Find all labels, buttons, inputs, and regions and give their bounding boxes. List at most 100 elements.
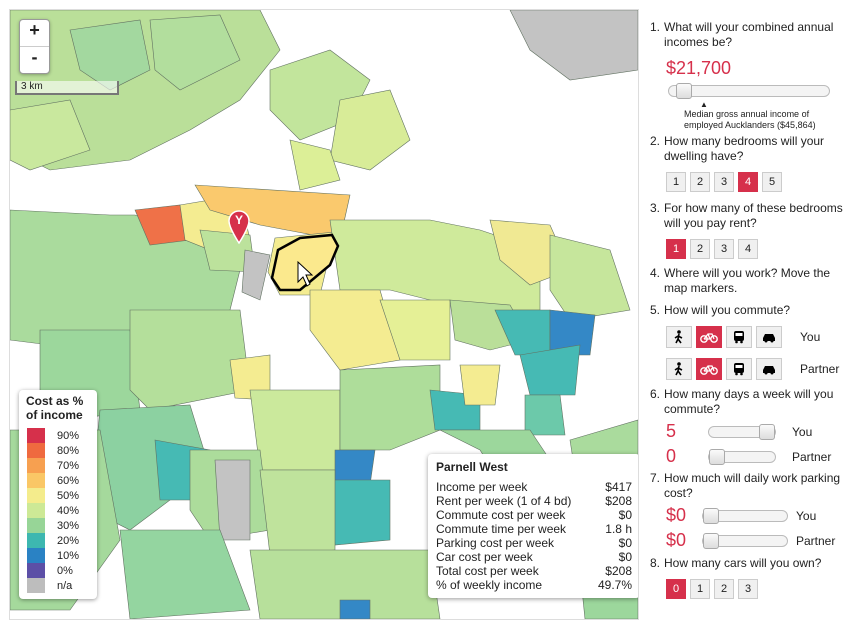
legend-swatch (27, 548, 45, 563)
legend-item: n/a (19, 578, 97, 593)
legend-item: 0% (19, 563, 97, 578)
tooltip-row-label: Total cost per week (436, 564, 539, 578)
parking-you-slider[interactable] (702, 507, 788, 524)
legend-item: 40% (19, 503, 97, 518)
parking-you-handle[interactable] (703, 507, 719, 524)
tooltip-row-label: Commute cost per week (436, 508, 566, 522)
map-region (149, 14, 241, 91)
commute-mode-you (666, 326, 782, 348)
legend-swatch (27, 488, 45, 503)
q1-text: What will your combined annual incomes b… (664, 20, 834, 49)
days-you-slider[interactable] (708, 423, 776, 440)
bedrooms-option-4[interactable]: 4 (738, 172, 758, 192)
days-you-handle[interactable] (759, 423, 775, 440)
parking-partner-handle[interactable] (703, 532, 719, 549)
cars-option-2[interactable]: 2 (714, 579, 734, 599)
income-value: $21,700 (666, 58, 732, 78)
rent-rooms-option-1[interactable]: 1 (666, 239, 686, 259)
scale-bar: 3 km (15, 81, 119, 95)
tooltip-row: Commute cost per week $0 (436, 508, 632, 522)
bus-icon[interactable] (726, 358, 752, 380)
legend-swatch (27, 503, 45, 518)
zoom-in-button[interactable]: + (29, 20, 40, 40)
map[interactable]: Y + - 3 km Cost as % of income 90% 80% 70%… (9, 9, 639, 620)
map-region (379, 299, 451, 361)
bedrooms-option-2[interactable]: 2 (690, 172, 710, 192)
tooltip-row: Income per week $417 (436, 480, 632, 494)
work-marker[interactable]: Y (228, 210, 250, 244)
rent-rooms-option-4[interactable]: 4 (738, 239, 758, 259)
bike-icon[interactable] (696, 326, 722, 348)
parking-you-label: You (796, 508, 817, 523)
zoom-out-button[interactable]: - (20, 46, 49, 73)
days-partner-slider[interactable] (708, 448, 776, 465)
legend-title: Cost as % of income (26, 394, 84, 422)
legend-item: 30% (19, 518, 97, 533)
tooltip-row: Rent per week (1 of 4 bd) $208 (436, 494, 632, 508)
legend-swatch (27, 533, 45, 548)
rent-rooms-option-3[interactable]: 3 (714, 239, 734, 259)
tooltip-row-label: Income per week (436, 480, 528, 494)
legend-item: 60% (19, 473, 97, 488)
tooltip-row-value: $0 (618, 550, 632, 564)
legend-swatch (27, 518, 45, 533)
legend-swatch (27, 563, 45, 578)
days-you-value: 5 (666, 421, 677, 441)
legend-label: 30% (57, 519, 80, 532)
tooltip-row-label: Parking cost per week (436, 536, 555, 550)
zoom-control: + - (19, 19, 50, 74)
tooltip-row-value: $0 (618, 508, 632, 522)
map-region (329, 479, 391, 546)
bike-icon[interactable] (696, 358, 722, 380)
map-region (129, 309, 251, 411)
car-icon[interactable] (756, 326, 782, 348)
suburb-tooltip: Parnell West Income per week $417 Rent per… (428, 454, 638, 598)
walk-icon[interactable] (666, 326, 692, 348)
cursor-icon (297, 260, 314, 287)
income-slider[interactable] (668, 83, 830, 99)
days-partner-value: 0 (666, 446, 677, 466)
map-region (241, 249, 271, 301)
legend-label: 60% (57, 474, 80, 487)
legend-swatch (27, 578, 45, 593)
days-you-label: You (792, 424, 813, 439)
legend-label: 80% (57, 444, 80, 457)
tooltip-row-value: $417 (605, 480, 632, 494)
income-slider-handle[interactable] (676, 83, 693, 99)
q6-question: 6. How many days a week will you commute? (650, 387, 834, 416)
cars-option-1[interactable]: 1 (690, 579, 710, 599)
map-region (459, 364, 501, 406)
legend-label: 10% (57, 549, 80, 562)
q7-question: 7. How much will daily work parking cost? (650, 471, 841, 500)
tooltip-row: Total cost per week $208 (436, 564, 632, 578)
commute-partner-label: Partner (800, 362, 840, 376)
map-region (329, 89, 411, 171)
legend-item: 50% (19, 488, 97, 503)
days-partner-handle[interactable] (709, 448, 725, 465)
map-region (69, 19, 151, 91)
parking-partner-slider[interactable] (702, 532, 788, 549)
legend-swatch (27, 458, 45, 473)
suburb-map[interactable] (10, 10, 638, 619)
bedrooms-option-5[interactable]: 5 (762, 172, 782, 192)
cars-option-3[interactable]: 3 (738, 579, 758, 599)
bedrooms-option-3[interactable]: 3 (714, 172, 734, 192)
cars-option-0[interactable]: 0 (666, 579, 686, 599)
bedrooms-option-1[interactable]: 1 (666, 172, 686, 192)
tooltip-row-label: % of weekly income (436, 578, 543, 592)
walk-icon[interactable] (666, 358, 692, 380)
bus-icon[interactable] (726, 326, 752, 348)
tooltip-row-value: $208 (605, 494, 632, 508)
legend: Cost as % of income 90% 80% 70% 60% 50% 40% 30… (19, 390, 97, 599)
map-region (309, 289, 401, 371)
q8-question: 8. How many cars will you own? (650, 556, 822, 570)
rent-rooms-option-2[interactable]: 2 (690, 239, 710, 259)
parking-partner-label: Partner (796, 533, 836, 548)
car-icon[interactable] (756, 358, 782, 380)
legend-item: 20% (19, 533, 97, 548)
map-region (549, 234, 631, 321)
q5-question: 5. How will you commute? (650, 303, 791, 317)
tooltip-row-label: Commute time per week (436, 522, 567, 536)
